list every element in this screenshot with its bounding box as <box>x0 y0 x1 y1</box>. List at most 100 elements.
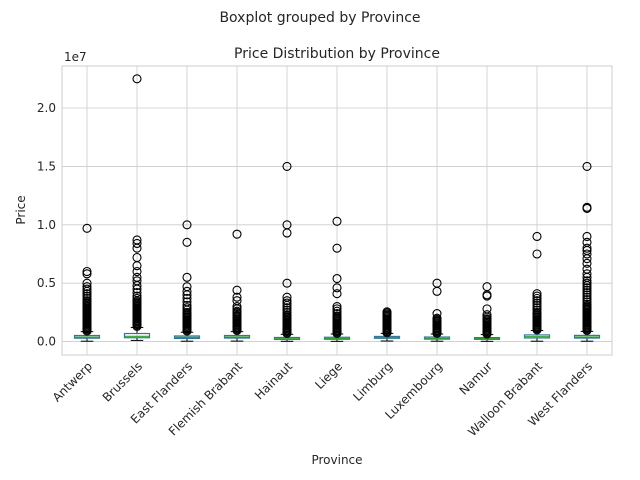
box-east-flanders <box>173 220 201 342</box>
outlier-point <box>82 223 92 233</box>
outlier-point <box>282 305 292 315</box>
y-tick-labels: 0.0 0.5 1.0 1.5 2.0 <box>37 101 56 349</box>
plot-frame <box>61 65 613 356</box>
outlier-point <box>232 306 242 316</box>
x-tick-label: Limburg <box>350 359 395 404</box>
x-tick-label: Liege <box>312 359 345 392</box>
outlier-point <box>582 269 592 279</box>
outlier-point <box>182 297 192 307</box>
outlier-point <box>532 289 542 299</box>
outlier-point <box>132 293 142 303</box>
outlier-point <box>582 285 592 295</box>
y-tick-label: 0.0 <box>37 335 56 349</box>
box-antwerp <box>73 223 101 342</box>
outlier-point <box>132 238 142 249</box>
outlier-point <box>582 290 592 300</box>
outlier-point <box>282 303 292 313</box>
outlier-point <box>82 291 92 301</box>
outlier-point <box>532 303 542 313</box>
outlier-point <box>182 307 192 317</box>
outlier-point <box>132 74 142 84</box>
outlier-point <box>382 307 392 317</box>
box-hainaut <box>273 161 301 342</box>
outlier-point <box>332 283 342 293</box>
outlier-point <box>82 269 92 279</box>
outlier-point <box>182 300 192 310</box>
outlier-point <box>482 310 492 320</box>
outlier-point <box>332 311 342 321</box>
outlier-point <box>432 278 442 288</box>
outlier-point <box>532 231 542 242</box>
outlier-point <box>182 293 192 303</box>
outlier-point <box>182 272 192 282</box>
outlier-point <box>182 303 192 313</box>
outlier-point <box>582 249 592 259</box>
grid-lines <box>62 66 612 355</box>
outlier-point <box>332 306 342 316</box>
outlier-point <box>532 307 542 317</box>
outlier-point <box>132 272 142 282</box>
outlier-point <box>232 301 242 312</box>
outlier-point <box>532 305 542 315</box>
x-axis-label: Province <box>311 453 362 467</box>
x-tick-label: Hainaut <box>252 359 295 402</box>
box-brussels <box>123 74 151 341</box>
y-tick-label: 0.5 <box>37 276 56 290</box>
outlier-point <box>582 231 592 242</box>
suptitle: Boxplot grouped by Province <box>219 10 420 26</box>
outlier-point <box>582 297 592 307</box>
box-walloon-brabant <box>523 231 551 342</box>
outlier-point <box>582 202 592 212</box>
outlier-point <box>82 296 92 306</box>
y-tick-label: 1.0 <box>37 218 56 232</box>
y-tick-label: 2.0 <box>37 101 56 115</box>
outlier-point <box>532 249 542 259</box>
outlier-point <box>432 308 442 319</box>
outlier-point <box>482 282 492 292</box>
outlier-point <box>82 278 92 288</box>
iqr-box <box>123 332 151 339</box>
outlier-point <box>232 296 242 306</box>
outlier-point <box>532 296 542 306</box>
outlier-point <box>532 293 542 303</box>
box-namur <box>473 282 501 342</box>
outlier-point <box>582 287 592 298</box>
chart-title: Price Distribution by Province <box>234 46 440 62</box>
box-liege <box>323 216 351 342</box>
outlier-point <box>432 313 442 323</box>
box-west-flanders <box>573 161 601 342</box>
outlier-point <box>232 292 242 302</box>
outlier-point <box>282 220 292 230</box>
outlier-point <box>332 243 342 253</box>
outlier-point <box>282 296 292 306</box>
outlier-point <box>332 308 342 319</box>
box-limburg <box>373 307 401 342</box>
outlier-point <box>132 252 142 263</box>
outlier-point <box>132 235 142 245</box>
y-axis-label: Price <box>14 195 28 224</box>
outlier-point <box>582 276 592 286</box>
outlier-point <box>182 220 192 230</box>
outlier-point <box>582 237 592 247</box>
outlier-point <box>582 264 592 274</box>
outlier-point <box>332 289 342 299</box>
y-tick-label: 1.5 <box>37 159 56 173</box>
outlier-point <box>132 266 142 277</box>
outlier-point <box>532 291 542 301</box>
outlier-point <box>232 229 242 239</box>
outlier-point <box>582 278 592 288</box>
outlier-point <box>82 289 92 299</box>
outlier-point <box>82 293 92 303</box>
outlier-point <box>182 286 192 296</box>
outlier-point <box>582 161 592 171</box>
outlier-point <box>582 258 592 268</box>
outlier-point <box>132 287 142 298</box>
outlier-point <box>282 161 292 171</box>
outlier-point <box>282 307 292 317</box>
outlier-point <box>282 278 292 288</box>
outlier-point <box>232 285 242 295</box>
y-offset-label: 1e7 <box>64 50 87 64</box>
outlier-point <box>482 304 492 314</box>
